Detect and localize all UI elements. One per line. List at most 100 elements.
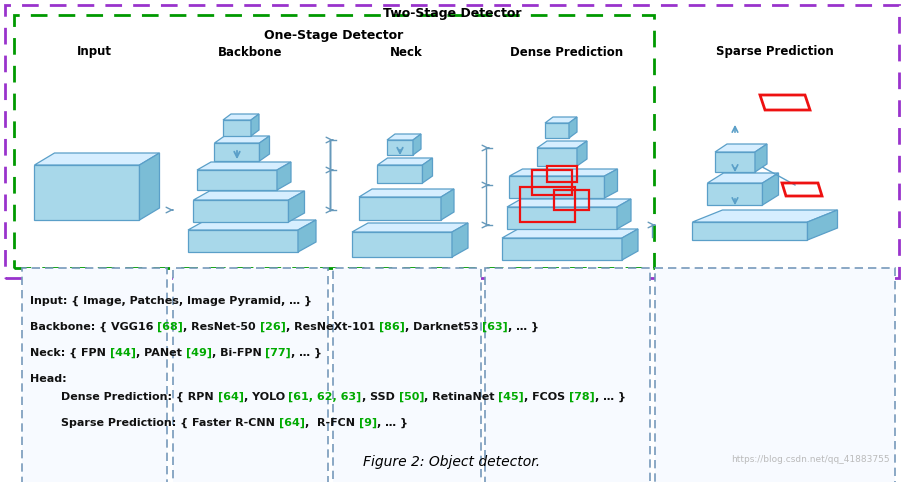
Text: , ResNeXt-101: , ResNeXt-101 (285, 322, 378, 332)
Text: Figure 2: Object detector.: Figure 2: Object detector. (363, 455, 540, 469)
Polygon shape (568, 117, 576, 138)
Polygon shape (276, 162, 291, 190)
Polygon shape (545, 117, 576, 123)
Text: , … }: , … } (377, 418, 407, 428)
Text: [64]: [64] (218, 392, 243, 402)
Bar (332, 268, 480, 482)
Polygon shape (193, 200, 288, 222)
Bar (5, 5, 898, 278)
Polygon shape (452, 223, 468, 257)
Text: , Darknet53: , Darknet53 (404, 322, 481, 332)
Polygon shape (223, 120, 251, 136)
Polygon shape (193, 191, 304, 200)
Polygon shape (386, 140, 413, 155)
Polygon shape (413, 134, 421, 155)
Polygon shape (259, 136, 269, 161)
Bar (546, 166, 576, 182)
Text: Neck: Neck (389, 45, 422, 58)
Polygon shape (604, 169, 617, 198)
Text: https://blog.csdn.net/qq_41883755: https://blog.csdn.net/qq_41883755 (731, 455, 889, 464)
Polygon shape (214, 136, 269, 143)
Text: , FCOS: , FCOS (524, 392, 569, 402)
Polygon shape (197, 162, 291, 170)
Text: One-Stage Detector: One-Stage Detector (264, 29, 403, 42)
Polygon shape (386, 134, 421, 140)
Polygon shape (576, 141, 586, 166)
Polygon shape (501, 238, 621, 260)
Polygon shape (536, 141, 586, 148)
Bar (22, 268, 167, 482)
Text: [77]: [77] (265, 348, 291, 358)
Polygon shape (692, 210, 836, 222)
Polygon shape (197, 170, 276, 190)
Text: Backbone: { VGG16: Backbone: { VGG16 (30, 322, 157, 332)
Text: Dense Prediction: Dense Prediction (510, 45, 623, 58)
Text: Head:: Head: (30, 374, 67, 384)
Text: Input: { Image, Patches, Image Pyramid, … }: Input: { Image, Patches, Image Pyramid, … (30, 296, 312, 306)
Text: [86]: [86] (378, 322, 404, 332)
Text: , … }: , … } (291, 348, 321, 358)
Polygon shape (188, 220, 316, 230)
Text: , YOLO: , YOLO (243, 392, 288, 402)
Text: Two-Stage Detector: Two-Stage Detector (382, 8, 521, 21)
Text: [26]: [26] (259, 322, 285, 332)
Polygon shape (422, 158, 432, 183)
Bar (531, 170, 572, 195)
Polygon shape (754, 144, 766, 172)
Text: Sparse Prediction: { Faster R-CNN: Sparse Prediction: { Faster R-CNN (30, 418, 278, 428)
Bar (519, 187, 574, 222)
Polygon shape (617, 199, 630, 229)
Text: , Bi-FPN: , Bi-FPN (211, 348, 265, 358)
Text: , … }: , … } (594, 392, 625, 402)
Polygon shape (358, 189, 453, 197)
Bar (554, 190, 589, 210)
Polygon shape (761, 173, 777, 205)
Text: , … }: , … } (507, 322, 538, 332)
Polygon shape (251, 114, 259, 136)
Polygon shape (714, 152, 754, 172)
Text: [44]: [44] (109, 348, 135, 358)
Polygon shape (536, 148, 576, 166)
Polygon shape (707, 183, 761, 205)
Text: Neck: { FPN: Neck: { FPN (30, 348, 109, 358)
Polygon shape (351, 223, 468, 232)
Polygon shape (377, 158, 432, 165)
Polygon shape (692, 222, 806, 240)
Polygon shape (214, 143, 259, 161)
Polygon shape (139, 153, 159, 220)
Polygon shape (501, 229, 638, 238)
Polygon shape (223, 114, 259, 120)
Polygon shape (714, 144, 766, 152)
Polygon shape (545, 123, 568, 138)
Text: ,  R-FCN: , R-FCN (304, 418, 358, 428)
Text: [61, 62, 63]: [61, 62, 63] (288, 392, 361, 402)
Text: , RetinaNet: , RetinaNet (424, 392, 498, 402)
Polygon shape (351, 232, 452, 257)
Polygon shape (509, 169, 617, 176)
Polygon shape (621, 229, 638, 260)
Polygon shape (507, 199, 630, 207)
Polygon shape (509, 176, 604, 198)
Text: [49]: [49] (185, 348, 211, 358)
Polygon shape (34, 153, 159, 165)
Text: , SSD: , SSD (361, 392, 398, 402)
Text: [78]: [78] (569, 392, 594, 402)
Text: , PANet: , PANet (135, 348, 185, 358)
Text: [9]: [9] (358, 418, 377, 428)
Text: [63]: [63] (481, 322, 507, 332)
Polygon shape (298, 220, 316, 252)
Polygon shape (707, 173, 777, 183)
Text: [45]: [45] (498, 392, 524, 402)
Polygon shape (806, 210, 836, 240)
Bar (14, 15, 653, 268)
Text: [64]: [64] (278, 418, 304, 428)
Polygon shape (188, 230, 298, 252)
Polygon shape (441, 189, 453, 220)
Polygon shape (377, 165, 422, 183)
Text: , ResNet-50: , ResNet-50 (183, 322, 259, 332)
Text: Input: Input (77, 45, 111, 58)
Polygon shape (507, 207, 617, 229)
Text: Backbone: Backbone (218, 45, 282, 58)
Text: Sparse Prediction: Sparse Prediction (715, 45, 833, 58)
Text: [50]: [50] (398, 392, 424, 402)
